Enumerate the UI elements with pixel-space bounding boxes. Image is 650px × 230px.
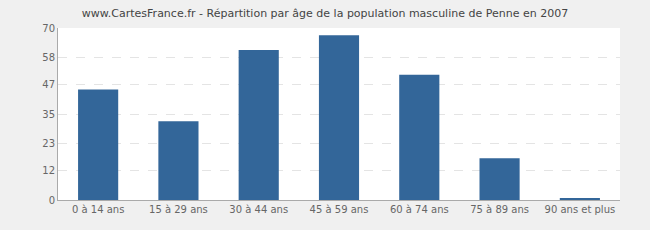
svg-text:30 à 44 ans: 30 à 44 ans [229, 204, 288, 215]
svg-text:75 à 89 ans: 75 à 89 ans [470, 204, 529, 215]
svg-text:0 à 14 ans: 0 à 14 ans [72, 204, 124, 215]
svg-text:0: 0 [49, 195, 55, 206]
svg-text:60 à 74 ans: 60 à 74 ans [390, 204, 449, 215]
svg-text:23: 23 [42, 138, 55, 149]
svg-text:45 à 59 ans: 45 à 59 ans [310, 204, 369, 215]
svg-text:90 ans et plus: 90 ans et plus [545, 204, 616, 215]
svg-text:15 à 29 ans: 15 à 29 ans [149, 204, 208, 215]
svg-text:58: 58 [42, 52, 55, 63]
svg-text:35: 35 [42, 109, 55, 120]
svg-text:www.CartesFrance.fr - Répartit: www.CartesFrance.fr - Répartition par âg… [82, 7, 568, 20]
svg-text:47: 47 [42, 79, 55, 90]
svg-text:12: 12 [42, 165, 55, 176]
svg-text:70: 70 [42, 23, 55, 34]
